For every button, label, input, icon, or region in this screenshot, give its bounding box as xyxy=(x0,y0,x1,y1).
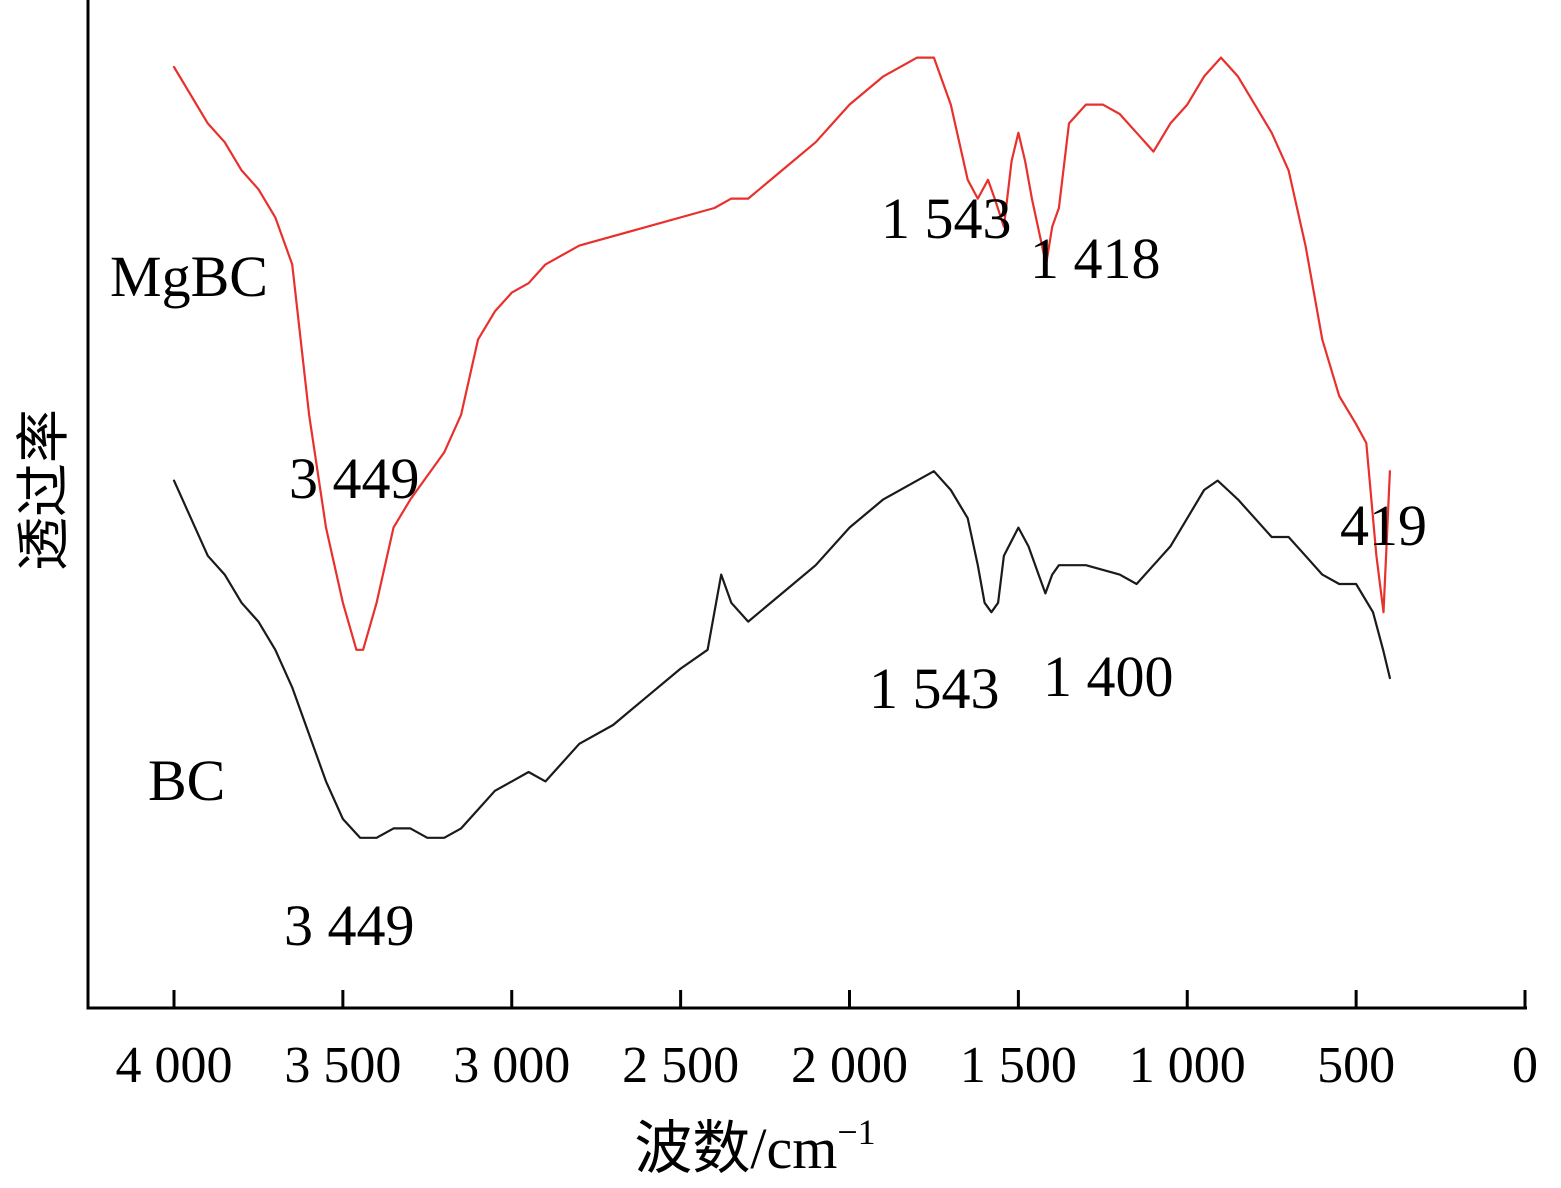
annotation-mgbc-3449: 3 449 xyxy=(289,446,420,511)
x-tick-label: 0 xyxy=(1512,1037,1538,1094)
annotation-mgbc-419: 419 xyxy=(1340,493,1427,558)
x-axis-label-main: 波数/cm xyxy=(634,1116,837,1181)
x-axis-label-sup: −1 xyxy=(837,1112,875,1152)
axes xyxy=(86,0,1527,1010)
x-tick-label: 2 000 xyxy=(791,1037,908,1094)
x-tick-label: 1 500 xyxy=(960,1037,1077,1094)
x-tick-labels: 4 000 3 500 3 000 2 500 2 000 1 500 1 000 500 0 xyxy=(116,1037,1539,1094)
x-axis-label: 波数/cm−1 xyxy=(634,1112,875,1181)
series-line-mgbc xyxy=(172,56,1391,651)
series-label-mgbc: MgBC xyxy=(110,244,268,309)
x-tick-label: 3 000 xyxy=(453,1037,570,1094)
series-label-bc: BC xyxy=(148,748,225,813)
annotation-bc-3449: 3 449 xyxy=(284,893,415,958)
x-tick-label: 1 000 xyxy=(1129,1037,1246,1094)
series-line-bc xyxy=(172,470,1391,839)
annotation-mgbc-1543: 1 543 xyxy=(881,186,1012,251)
x-tick-label: 500 xyxy=(1317,1037,1395,1094)
annotation-mgbc-1418: 1 418 xyxy=(1030,226,1161,291)
annotation-bc-1543: 1 543 xyxy=(869,656,1000,721)
annotation-bc-1400: 1 400 xyxy=(1043,644,1174,709)
series-lines xyxy=(172,56,1391,839)
y-axis-label: 透过率 xyxy=(14,409,74,571)
x-tick-label: 2 500 xyxy=(622,1037,739,1094)
x-tick-label: 4 000 xyxy=(116,1037,233,1094)
x-ticks xyxy=(172,990,1527,1008)
x-tick-label: 3 500 xyxy=(284,1037,401,1094)
